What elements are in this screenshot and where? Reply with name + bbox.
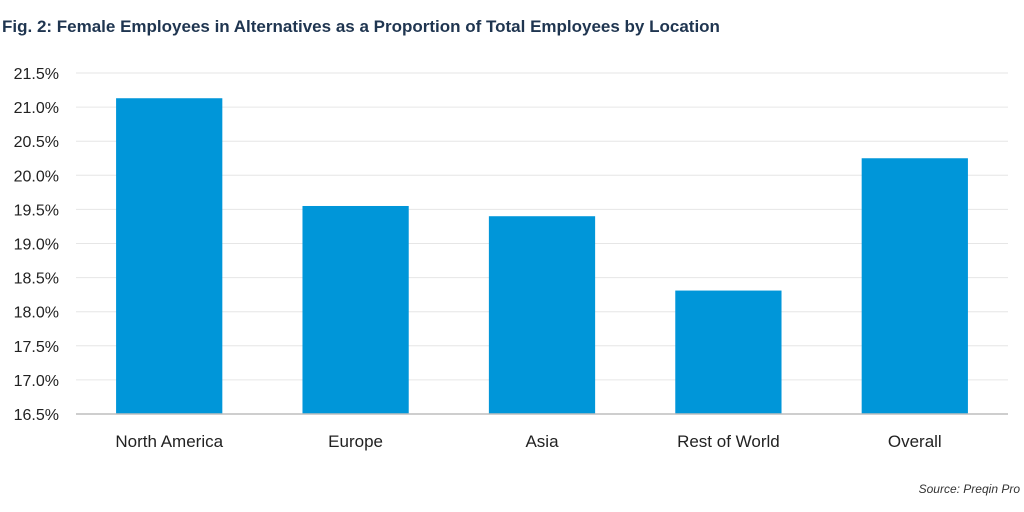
y-tick-label: 19.5% [14, 202, 59, 219]
x-axis-labels: North America Europe Asia Rest of World Over… [115, 432, 941, 451]
bar-north-america [116, 98, 223, 414]
bar-overall [861, 158, 968, 414]
bar-rest-of-world [675, 290, 782, 414]
y-axis-ticks: 16.5% 17.0% 17.5% 18.0% 18.5% 19.0% 19.5% 20.0%… [14, 66, 59, 424]
y-tick-label: 17.5% [14, 339, 59, 356]
bars [116, 98, 968, 414]
y-tick-label: 19.0% [14, 237, 59, 254]
y-tick-label: 21.5% [14, 66, 59, 83]
x-tick-label: Overall [888, 432, 942, 451]
y-tick-label: 16.5% [14, 407, 59, 424]
y-tick-label: 17.0% [14, 373, 59, 390]
bar-asia [488, 216, 596, 414]
y-tick-label: 18.5% [14, 271, 59, 288]
y-tick-label: 21.0% [14, 100, 59, 117]
x-tick-label: Asia [525, 432, 559, 451]
y-tick-label: 20.5% [14, 134, 59, 151]
source-note: Source: Preqin Pro [918, 482, 1020, 496]
x-tick-label: Europe [328, 432, 383, 451]
x-tick-label: North America [115, 432, 223, 451]
chart-title: Fig. 2: Female Employees in Alternatives… [2, 17, 720, 36]
y-tick-label: 18.0% [14, 305, 59, 322]
y-tick-label: 20.0% [14, 168, 59, 185]
x-tick-label: Rest of World [677, 432, 780, 451]
bar-europe [302, 205, 409, 414]
